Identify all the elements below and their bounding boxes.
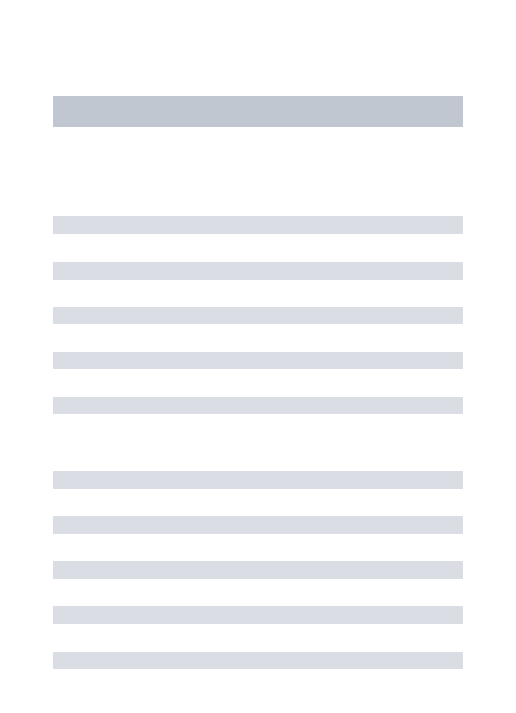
skeleton-line	[53, 471, 463, 489]
skeleton-header-bar	[53, 96, 463, 127]
skeleton-line	[53, 516, 463, 534]
skeleton-line	[53, 397, 463, 414]
skeleton-line	[53, 606, 463, 624]
skeleton-line	[53, 216, 463, 234]
skeleton-line	[53, 262, 463, 280]
skeleton-line	[53, 352, 463, 369]
skeleton-line	[53, 652, 463, 669]
skeleton-line	[53, 561, 463, 579]
skeleton-line	[53, 307, 463, 324]
